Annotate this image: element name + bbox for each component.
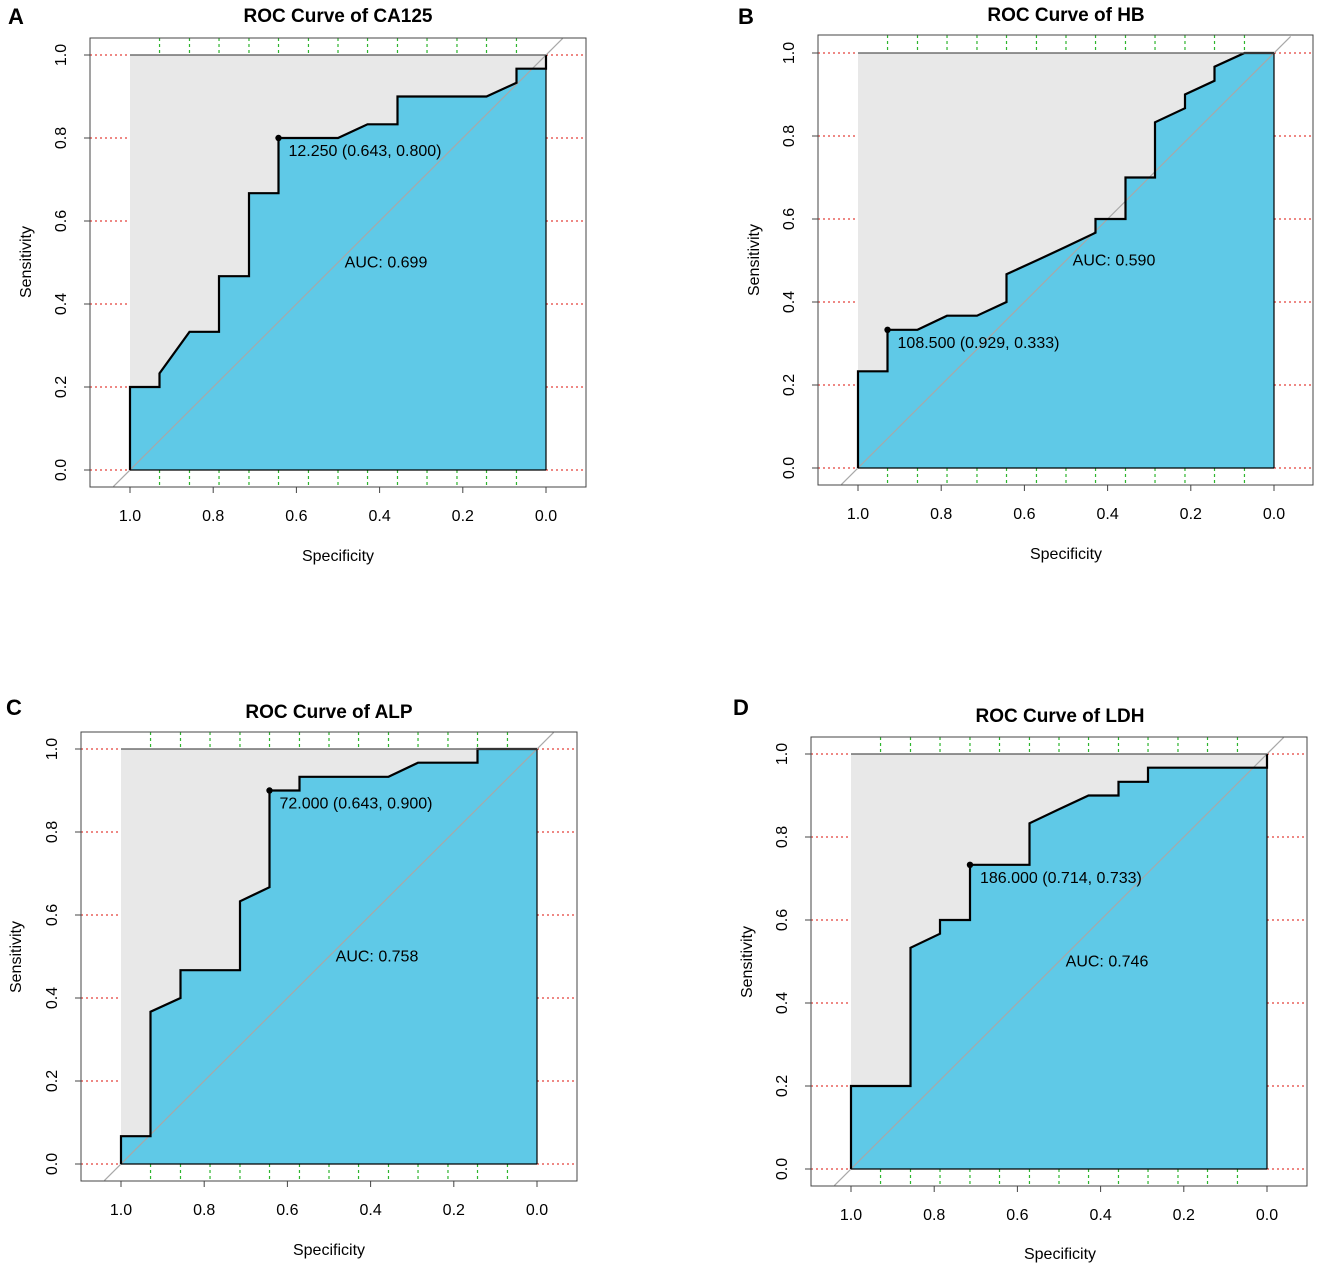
plot-area: 1.0 0.8 0.6 0.4 0.2 0.0 0.0 0.2 0.4 0.6 0.8 1.0 186.… (774, 736, 1308, 1224)
x-tick-label: 0.2 (1180, 506, 1202, 523)
auc-label: AUC: 0.699 (345, 255, 428, 272)
y-axis-label: Sensitivity (739, 926, 756, 998)
best-threshold-label: 72.000 (0.643, 0.900) (280, 796, 433, 813)
panel-a: A ROC Curve of CA125 1.0 0.8 0.6 0.4 0.2 0.0 0… (8, 4, 587, 565)
y-tick-label: 1.0 (774, 743, 791, 765)
reference-diagonal (112, 37, 564, 488)
y-tick-label: 0.2 (781, 374, 798, 396)
best-threshold-label: 108.500 (0.929, 0.333) (898, 335, 1060, 352)
x-tick-label: 1.0 (110, 1202, 132, 1219)
x-tick-label: 1.0 (119, 508, 141, 525)
best-threshold-point (275, 134, 282, 142)
x-tick-label: 0.0 (535, 508, 557, 525)
plot-area: 1.0 0.8 0.6 0.4 0.2 0.0 0.0 0.2 0.4 0.6 0.8 1.0 72.0… (44, 731, 578, 1219)
panel-label: C (6, 695, 22, 720)
auc-label: AUC: 0.758 (336, 949, 419, 966)
x-tick-label: 0.6 (1013, 506, 1035, 523)
roc-curve (119, 747, 537, 1164)
chart-title: ROC Curve of LDH (976, 706, 1145, 727)
panel-label: D (733, 695, 749, 720)
x-axis-label: Specificity (1030, 546, 1102, 563)
plot-area: 1.0 0.8 0.6 0.4 0.2 0.0 0.0 0.2 0.4 0.6 0.8 1.0 108.… (781, 34, 1314, 523)
plot-frame (817, 34, 1314, 486)
y-axis-label: Sensitivity (746, 224, 763, 296)
panel-c: C ROC Curve of ALP 1.0 0.8 0.6 0.4 0.2 0.0 0.0… (6, 695, 578, 1259)
roc-curve (856, 51, 1274, 468)
y-tick-label: 1.0 (781, 42, 798, 64)
y-tick-label: 0.8 (774, 826, 791, 848)
y-tick-label: 0.2 (44, 1070, 61, 1092)
y-tick-label: 0.0 (44, 1153, 61, 1175)
best-threshold-label: 12.250 (0.643, 0.800) (289, 143, 442, 160)
chart-title: ROC Curve of HB (987, 5, 1144, 26)
y-tick-label: 1.0 (44, 738, 61, 760)
x-tick-label: 0.4 (359, 1202, 381, 1219)
panel-label: B (738, 4, 754, 29)
x-tick-label: 0.8 (923, 1207, 945, 1224)
x-tick-label: 0.4 (1096, 506, 1118, 523)
y-tick-label: 0.8 (53, 127, 70, 149)
y-tick-label: 0.6 (781, 208, 798, 230)
x-tick-label: 0.8 (202, 508, 224, 525)
y-tick-label: 0.2 (774, 1075, 791, 1097)
y-tick-label: 0.0 (774, 1158, 791, 1180)
y-tick-label: 0.4 (781, 291, 798, 313)
auc-label: AUC: 0.746 (1066, 954, 1149, 971)
y-axis-label: Sensitivity (8, 921, 25, 993)
reference-diagonal (833, 736, 1285, 1187)
reference-diagonal (103, 731, 555, 1182)
reference-diagonal (840, 35, 1292, 486)
best-threshold-label: 186.000 (0.714, 0.733) (980, 870, 1142, 887)
x-axis-label: Specificity (302, 548, 374, 565)
auc-label: AUC: 0.590 (1073, 253, 1156, 270)
y-tick-label: 0.4 (774, 992, 791, 1014)
x-tick-label: 0.2 (443, 1202, 465, 1219)
plot-frame (80, 731, 578, 1182)
x-tick-label: 0.6 (1006, 1207, 1028, 1224)
y-tick-label: 0.6 (774, 909, 791, 931)
x-tick-label: 0.8 (930, 506, 952, 523)
chart-title: ROC Curve of ALP (245, 702, 412, 723)
y-tick-label: 0.8 (44, 821, 61, 843)
y-tick-label: 0.8 (781, 125, 798, 147)
panel-b: B ROC Curve of HB 1.0 0.8 0.6 0.4 0.2 0.0 0.0 0… (738, 4, 1314, 563)
x-tick-label: 1.0 (847, 506, 869, 523)
best-threshold-point (966, 861, 974, 869)
x-tick-label: 0.0 (526, 1202, 548, 1219)
plot-area: 1.0 0.8 0.6 0.4 0.2 0.0 0.0 0.2 0.4 0.6 0.8 1.0 12.2… (53, 37, 587, 525)
x-tick-label: 0.8 (193, 1202, 215, 1219)
y-tick-label: 0.0 (53, 459, 70, 481)
plot-frame (89, 37, 587, 488)
best-threshold-point (884, 326, 891, 334)
x-tick-label: 0.4 (368, 508, 390, 525)
chart-title: ROC Curve of CA125 (244, 6, 433, 27)
y-axis-label: Sensitivity (18, 226, 35, 298)
plot-frame (810, 736, 1308, 1187)
x-tick-label: 0.2 (452, 508, 474, 525)
roc-curve (849, 754, 1269, 1169)
x-axis-label: Specificity (1024, 1246, 1096, 1263)
x-tick-label: 0.6 (285, 508, 307, 525)
panel-label: A (8, 4, 24, 29)
y-tick-label: 0.4 (53, 293, 70, 315)
y-tick-label: 0.2 (53, 376, 70, 398)
best-threshold-point (266, 787, 273, 794)
y-tick-label: 0.6 (44, 904, 61, 926)
x-tick-label: 0.2 (1173, 1207, 1195, 1224)
y-tick-label: 0.6 (53, 210, 70, 232)
x-axis-label: Specificity (293, 1242, 365, 1259)
roc-curve (128, 55, 548, 470)
y-tick-label: 0.4 (44, 987, 61, 1009)
x-tick-label: 0.0 (1263, 506, 1285, 523)
y-tick-label: 0.0 (781, 457, 798, 479)
panel-d: D ROC Curve of LDH 1.0 0.8 0.6 0.4 0.2 0.0 0.0… (733, 695, 1308, 1263)
x-tick-label: 0.4 (1089, 1207, 1111, 1224)
x-tick-label: 0.0 (1256, 1207, 1278, 1224)
x-tick-label: 0.6 (276, 1202, 298, 1219)
x-tick-label: 1.0 (840, 1207, 862, 1224)
y-tick-label: 1.0 (53, 44, 70, 66)
